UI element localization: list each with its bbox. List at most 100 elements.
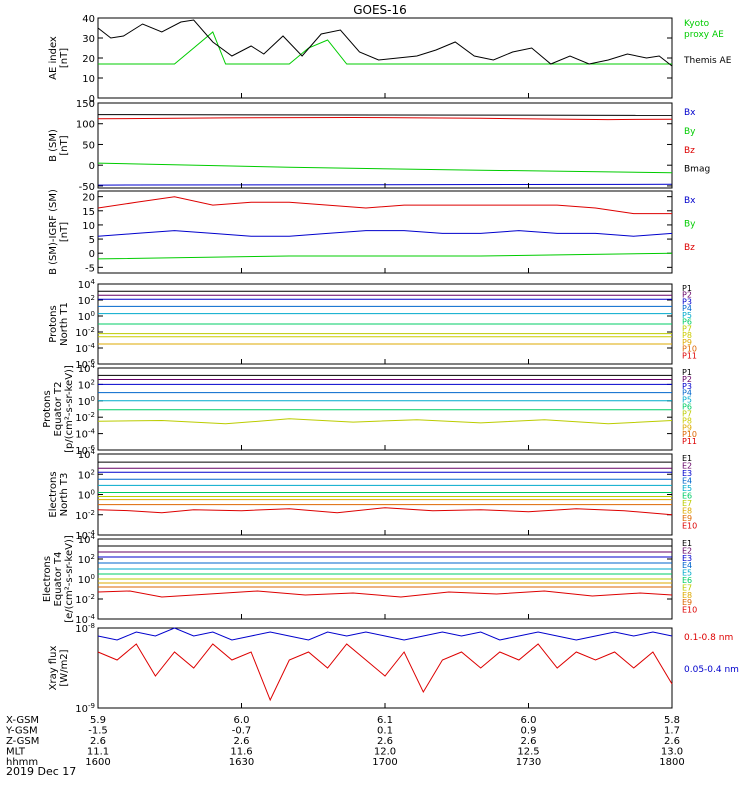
legend-label: P11 [682,437,697,446]
x-tick-label: 2.6 [377,736,393,747]
panel-xray: 10-9 10-8 Xray flux [W/m2] 0.1-0.8 nm 0.05-0.… [48,622,739,715]
legend-label: P9 [682,338,692,347]
y-tick-label: 50 [82,140,95,151]
x-tick-label: 6.0 [521,715,537,726]
legend-label: E3 [682,469,692,478]
y-tick-label: 102 [78,553,95,566]
legend-label: Bx [684,108,696,118]
y-tick-label: -50 [79,182,95,193]
series-line-Bz [97,196,672,215]
legend-label: P5 [682,311,692,320]
y-tick-label: 10-8 [75,622,95,635]
legend-label: E7 [682,583,692,592]
legend-label: Bx [684,196,696,206]
legend-label: P8 [682,416,692,425]
y-tick-label: 40 [82,14,95,25]
y-tick-label: 10-2 [75,326,95,339]
y-axis-label: North T3 [59,473,70,517]
legend-label: proxy AE [684,30,724,40]
legend-label: P4 [682,304,692,313]
legend-label: E1 [682,539,692,548]
series-line-By [97,162,673,174]
y-tick-label: 102 [78,468,95,481]
series-line-Bmag [97,114,673,116]
panel-frame [97,627,673,709]
legend-label: P3 [682,382,692,391]
x-tick-label: 0.1 [377,726,393,737]
legend-label: 0.1-0.8 nm [684,633,733,643]
legend-label: Bmag [684,165,710,175]
legend-label: P3 [682,297,692,306]
y-tick-label: 0 [89,94,95,105]
y-axis-label: Xray flux [48,646,59,691]
y-tick-label: 10-4 [75,342,95,355]
x-tick-label: 13.0 [661,747,683,758]
panel-frame [97,190,673,274]
x-tick-label: 2.6 [521,736,537,747]
y-tick-label: -5 [85,263,95,274]
y-tick-label: 10-2 [75,509,95,522]
x-tick-label: 5.8 [664,715,680,726]
x-tick-label: 12.0 [374,747,396,758]
y-tick-label: 0 [89,249,95,260]
panel-b_sm: -50 0 50 100 150 B (SM) [nT] Bx By Bz Bmag [48,99,710,193]
legend-label: P6 [682,318,692,327]
x-tick-label: 5.9 [90,715,106,726]
x-tick-label: 1700 [372,757,397,768]
legend-label: Themis AE [683,56,732,66]
x-tick-label: 11.1 [87,747,109,758]
legend-label: E9 [682,514,692,523]
y-tick-label: 100 [78,573,95,586]
legend-label: E5 [682,484,692,493]
legend-label: E2 [682,546,692,555]
panel-frame [97,17,673,99]
x-tick-label: 6.1 [377,715,393,726]
y-tick-label: 150 [76,99,95,110]
y-axis-label: B (SM)-IGRF (SM) [48,189,59,275]
x-tick-label: -0.7 [232,726,252,737]
y-tick-label: 104 [78,362,96,375]
legend-label: E4 [682,477,692,486]
series-line-E10 [97,507,673,516]
x-axis-footer: X-GSMY-GSMZ-GSMMLThhmm5.9-1.52.611.11600… [5,93,685,768]
legend-label: Bz [684,146,695,156]
x-tick-label: 2.6 [664,736,680,747]
legend-label: P8 [682,331,692,340]
y-tick-label: 0 [89,161,95,172]
series-line-Bz [97,116,673,121]
legend-label: P1 [682,284,692,293]
x-tick-label: 1.7 [664,726,680,737]
legend-label: E1 [682,454,692,463]
legend-label: P10 [682,345,697,354]
y-axis-label: B (SM) [48,129,59,162]
legend-label: E3 [682,554,692,563]
y-axis-label: [p/(cm²-s-sr-keV)] [64,365,75,453]
y-tick-label: 20 [82,193,95,204]
y-axis-label: [e/(cm²-s-sr-keV)] [64,535,75,623]
legend-label: P7 [682,409,692,418]
y-axis-label: Electrons [42,556,53,602]
series-line-E10 [97,590,673,598]
date-label: 2019 Dec 17 [6,765,76,778]
x-tick-label: 12.5 [517,747,539,758]
legend-label: By [684,219,696,229]
x-tick-label: 6.0 [234,715,250,726]
legend-label: E8 [682,507,692,516]
y-tick-label: 100 [76,120,95,131]
legend-label: E6 [682,576,692,585]
y-tick-label: 5 [89,235,95,246]
legend-label: P4 [682,389,692,398]
y-axis-label: AE index [48,36,59,80]
y-axis-label: Protons [42,390,53,427]
x-row-label: Z-GSM [6,736,39,747]
legend-label: E8 [682,591,692,600]
y-axis-label: [nT] [59,135,70,155]
legend-label: E7 [682,499,692,508]
x-tick-label: 2.6 [90,736,106,747]
y-axis-label: [nT] [59,48,70,68]
y-tick-label: 10-2 [75,593,95,606]
